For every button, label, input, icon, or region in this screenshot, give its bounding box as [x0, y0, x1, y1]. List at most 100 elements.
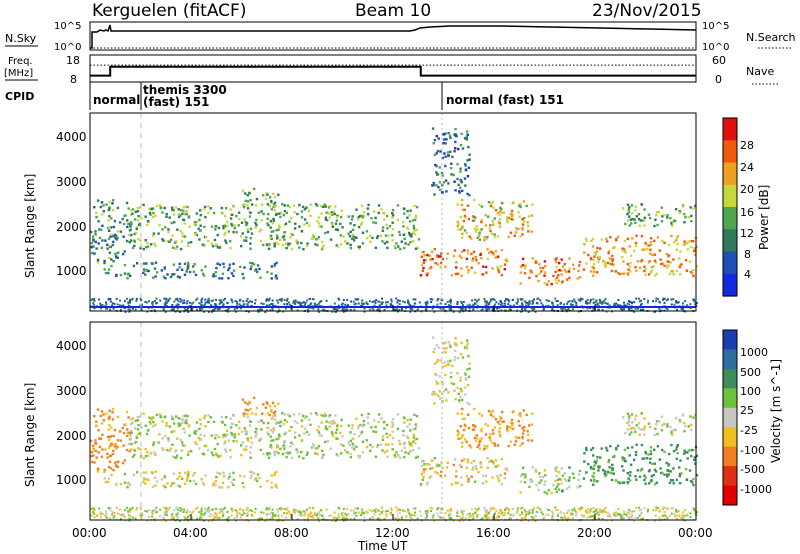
power-cell	[111, 209, 115, 212]
power-cell	[504, 304, 506, 307]
power-cell	[158, 224, 161, 227]
velocity-cell	[216, 514, 218, 517]
power-cell	[492, 223, 495, 226]
power-cell	[436, 254, 439, 257]
velocity-cell	[527, 512, 530, 515]
power-cell	[463, 177, 467, 180]
power-cell	[139, 239, 142, 242]
power-cell	[294, 301, 296, 304]
velocity-cell	[311, 514, 314, 517]
power-cell	[293, 211, 296, 214]
power-cell	[429, 298, 432, 301]
velocity-cell	[694, 512, 697, 515]
nsky-tick-bottom: 10^0	[54, 42, 81, 53]
power-cell	[176, 228, 179, 231]
velocity-cell	[151, 510, 154, 513]
power-cell	[238, 217, 241, 221]
velocity-cell	[93, 508, 96, 511]
velocity-cell	[454, 336, 457, 340]
power-cell	[643, 265, 646, 268]
power-cell	[449, 166, 453, 170]
velocity-cell	[438, 390, 442, 393]
power-cell	[683, 213, 686, 216]
power-cell	[490, 202, 493, 205]
power-cell	[541, 304, 544, 307]
velocity-cell	[403, 446, 406, 449]
velocity-cell	[433, 347, 437, 351]
velocity-cell	[303, 417, 307, 420]
velocity-cell	[97, 451, 100, 454]
velocity-cell	[486, 517, 489, 520]
velocity-cell	[635, 506, 638, 509]
velocity-cell	[249, 456, 252, 459]
power-cell	[565, 270, 568, 273]
velocity-cell	[299, 512, 302, 515]
velocity-cell	[179, 438, 182, 442]
power-cell	[477, 298, 480, 301]
power-cell	[236, 301, 238, 304]
power-cell	[524, 301, 527, 304]
velocity-cell	[132, 473, 136, 477]
velocity-cell	[391, 448, 394, 451]
velocity-cell	[140, 508, 143, 511]
velocity-cell	[615, 511, 618, 514]
velocity-cell	[598, 507, 601, 510]
velocity-cell	[144, 424, 147, 427]
power-cell	[571, 308, 574, 311]
velocity-cell	[223, 506, 226, 509]
power-cell	[127, 302, 130, 305]
velocity-cell	[287, 453, 290, 456]
velocity-cell	[668, 452, 671, 456]
velocity-cell	[449, 509, 451, 512]
velocity-cell	[611, 468, 614, 472]
velocity-cell	[354, 507, 357, 510]
velocity-cell	[204, 507, 207, 510]
power-cell	[224, 239, 227, 242]
power-cell	[213, 307, 216, 310]
power-cell	[519, 310, 522, 313]
power-cell	[477, 262, 480, 265]
power-cell	[538, 263, 541, 266]
power-cell	[244, 199, 247, 202]
velocity-cell	[609, 445, 612, 448]
power-cell	[414, 298, 417, 301]
cpid-seg-2-line1: themis 3300	[143, 83, 227, 97]
velocity-cell	[510, 418, 514, 422]
power-cell	[461, 189, 464, 193]
velocity-cell	[226, 519, 229, 522]
velocity-cell	[523, 516, 526, 519]
velocity-cell	[130, 418, 133, 421]
power-cell	[143, 269, 146, 272]
power-cell	[374, 221, 378, 225]
power-cell	[376, 235, 380, 238]
power-cell	[478, 230, 482, 233]
power-cell	[500, 303, 502, 306]
power-cell	[128, 223, 132, 226]
power-cell	[307, 310, 310, 313]
velocity-cell	[283, 508, 286, 510]
velocity-cell	[136, 428, 140, 431]
power-cell	[585, 237, 588, 241]
power-cell	[103, 268, 106, 271]
power-cell	[171, 273, 174, 276]
velocity-cell	[465, 339, 469, 342]
velocity-cell	[297, 510, 300, 513]
velocity-cell	[107, 506, 110, 509]
power-cell	[523, 217, 526, 220]
power-cell	[436, 299, 439, 302]
power-cell	[111, 304, 114, 307]
power-cell	[142, 271, 145, 275]
power-cell	[212, 211, 216, 215]
velocity-cell	[235, 424, 238, 427]
power-cell	[116, 230, 120, 233]
power-cell	[606, 261, 609, 265]
power-cell	[166, 239, 169, 243]
velocity-cell	[665, 515, 667, 518]
power-cell	[413, 229, 417, 232]
velocity-cell	[567, 509, 570, 512]
power-cell	[351, 233, 354, 236]
power-cell	[205, 235, 208, 239]
power-cell	[246, 304, 249, 307]
power-cell	[180, 268, 184, 271]
power-cell	[214, 228, 217, 231]
